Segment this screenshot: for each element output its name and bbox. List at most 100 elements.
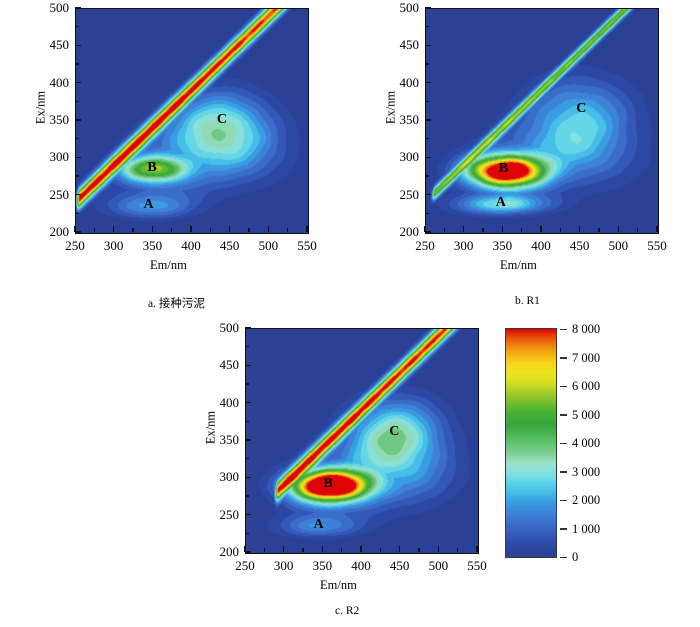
y-major-tick <box>75 81 81 84</box>
y-minor-tick <box>425 25 429 28</box>
x-major-tick <box>656 226 658 232</box>
x-minor-tick <box>209 228 212 232</box>
colorbar-tick <box>560 328 567 331</box>
y-tick-label: 400 <box>399 74 420 90</box>
panel-c-heatmap-canvas <box>246 329 478 553</box>
y-major-tick <box>245 439 251 441</box>
x-minor-tick <box>443 228 446 232</box>
y-minor-tick <box>245 495 249 497</box>
y-minor-tick <box>75 100 79 103</box>
x-major-tick <box>617 226 620 232</box>
x-minor-tick <box>482 228 484 232</box>
y-major-tick <box>245 364 251 367</box>
x-major-tick <box>424 226 426 232</box>
y-major-tick <box>425 231 431 233</box>
y-minor-tick <box>425 100 429 103</box>
panel-a-caption: a. 接种污泥 <box>148 298 205 310</box>
x-tick-label: 250 <box>65 238 85 253</box>
y-tick-label: 250 <box>49 186 70 202</box>
colorbar-tick-label: 0 <box>572 550 579 565</box>
panel-b-x-axis-title: Em/nm <box>500 258 537 272</box>
x-minor-tick <box>559 228 562 232</box>
x-major-tick <box>437 546 440 552</box>
x-major-tick <box>151 226 154 232</box>
x-tick-label: 550 <box>297 238 317 253</box>
x-major-tick <box>398 546 401 552</box>
x-minor-tick <box>302 548 304 552</box>
colorbar-tick-label: 7 000 <box>572 350 601 365</box>
x-major-tick <box>476 546 478 552</box>
x-minor-tick <box>340 548 343 552</box>
peak-label-c: C <box>216 112 228 128</box>
peak-label-c: C <box>576 101 587 117</box>
colorbar-tick-label: 5 000 <box>572 407 601 422</box>
colorbar-gradient <box>505 328 557 558</box>
y-major-tick <box>245 401 251 404</box>
x-major-tick <box>228 226 231 232</box>
panel-b: Ex/nm Em/nm b. R1 250 300 350 400 450 500 550 2… <box>350 0 700 315</box>
y-tick-label: 300 <box>219 469 240 485</box>
y-tick-label: 400 <box>219 394 240 410</box>
panel-c-plot-area <box>245 328 479 554</box>
y-tick-label: 350 <box>219 432 240 447</box>
y-minor-tick <box>75 212 79 215</box>
colorbar-tick <box>560 442 567 445</box>
x-tick-label: 500 <box>608 238 629 253</box>
panel-a-plot-area <box>75 8 309 234</box>
x-minor-tick <box>93 228 96 232</box>
x-tick-label: 500 <box>258 238 279 253</box>
y-tick-label: 350 <box>399 112 420 127</box>
y-minor-tick <box>425 137 429 140</box>
y-tick-label: 300 <box>49 149 70 165</box>
y-minor-tick <box>245 457 249 460</box>
y-tick-label: 200 <box>49 224 70 239</box>
y-tick-label: 500 <box>49 0 70 15</box>
x-tick-label: 450 <box>569 238 590 253</box>
x-minor-tick <box>286 228 289 232</box>
panel-b-plot-area <box>425 8 659 234</box>
panel-c-x-axis-title: Em/nm <box>320 578 357 592</box>
x-major-tick <box>282 546 285 552</box>
y-tick-label: 400 <box>49 74 70 90</box>
colorbar-tick-label: 6 000 <box>572 379 601 394</box>
y-major-tick <box>75 119 81 121</box>
panel-b-caption: b. R1 <box>515 295 540 307</box>
x-minor-tick <box>636 228 639 232</box>
colorbar-tick <box>560 528 567 530</box>
peak-label-a: A <box>313 516 324 532</box>
peak-label-b: B <box>498 161 509 177</box>
x-major-tick <box>501 226 504 232</box>
x-tick-label: 350 <box>142 238 163 253</box>
x-major-tick <box>462 226 465 232</box>
x-major-tick <box>306 226 308 232</box>
y-major-tick <box>245 327 251 329</box>
x-tick-label: 400 <box>351 558 371 573</box>
x-tick-label: 450 <box>389 558 410 573</box>
peak-label-c: C <box>389 423 400 439</box>
colorbar-tick-label: 1 000 <box>572 521 601 536</box>
x-tick-label: 300 <box>453 238 474 253</box>
y-major-tick <box>245 551 251 553</box>
y-major-tick <box>425 119 431 121</box>
y-major-tick <box>75 193 81 196</box>
y-major-tick <box>425 81 431 84</box>
x-minor-tick <box>263 548 266 552</box>
x-tick-label: 450 <box>219 238 240 253</box>
x-major-tick <box>112 226 115 232</box>
y-tick-label: 250 <box>219 506 240 522</box>
y-major-tick <box>425 193 431 196</box>
y-major-tick <box>425 44 431 47</box>
x-minor-tick <box>132 228 134 232</box>
x-minor-tick <box>248 228 250 232</box>
x-minor-tick <box>456 548 459 552</box>
y-tick-label: 200 <box>219 544 240 559</box>
y-minor-tick <box>245 345 249 348</box>
panel-b-heatmap-canvas <box>426 9 658 233</box>
panel-a: Ex/nm Em/nm a. 接种污泥 250 300 350 400 450 500 55… <box>0 0 350 315</box>
x-tick-label: 250 <box>415 238 435 253</box>
y-major-tick <box>245 513 251 516</box>
x-minor-tick <box>170 228 173 232</box>
x-major-tick <box>321 546 324 552</box>
x-tick-label: 250 <box>235 558 255 573</box>
panel-a-heatmap-canvas <box>76 9 308 233</box>
